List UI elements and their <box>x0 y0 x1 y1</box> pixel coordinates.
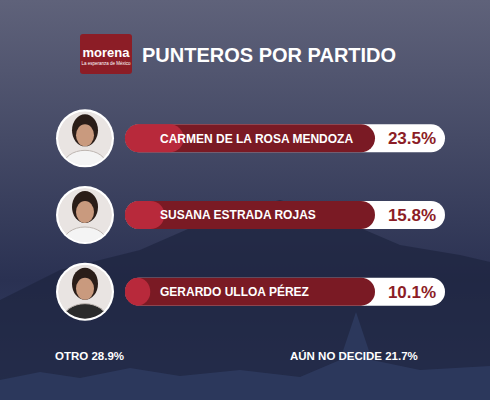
annotation: OTRO 28.9% <box>55 350 124 362</box>
track <box>125 278 445 306</box>
rows <box>56 109 445 335</box>
category-label: CARMEN DE LA ROSA MENDOZA <box>160 132 353 146</box>
logo: morenaLa esperanza de México <box>80 34 132 74</box>
data-label: 15.8% <box>388 206 436 225</box>
bar <box>125 201 165 229</box>
category-label: SUSANA ESTRADA ROJAS <box>160 208 316 222</box>
avatar <box>56 109 114 182</box>
avatar-body <box>63 227 107 259</box>
avatar <box>56 186 114 259</box>
row <box>56 109 445 182</box>
data-labels: 23.5% 15.8% 10.1% <box>388 129 436 301</box>
avatar-face <box>76 124 94 146</box>
row <box>56 186 445 259</box>
avatar-hair <box>72 191 98 223</box>
row <box>56 263 445 336</box>
data-label: 23.5% <box>388 129 436 148</box>
city-silhouette <box>0 312 490 400</box>
avatar-hair <box>72 114 98 146</box>
data-label: 10.1% <box>388 283 436 302</box>
avatar-body <box>63 150 107 182</box>
avatar-body <box>63 304 107 336</box>
avatar-face <box>76 201 94 223</box>
range-pill <box>125 124 375 152</box>
avatar <box>56 263 114 336</box>
logo-box <box>80 34 132 74</box>
chart: morenaLa esperanza de México PUNTEROS POR… <box>0 0 490 400</box>
category-label: GERARDO ULLOA PÉREZ <box>160 284 309 299</box>
mountain <box>0 200 490 400</box>
category-labels: CARMEN DE LA ROSA MENDOZA SUSANA ESTRADA … <box>160 132 353 299</box>
logo-text: morena <box>83 45 131 60</box>
track <box>125 124 445 152</box>
annotations: OTRO 28.9% AÚN NO DECIDE 21.7% <box>55 350 418 362</box>
title: PUNTEROS POR PARTIDO <box>142 44 396 66</box>
background <box>0 0 490 400</box>
annotation: AÚN NO DECIDE 21.7% <box>290 350 418 362</box>
avatar-face <box>76 278 94 300</box>
logo-tagline: La esperanza de México <box>81 61 131 66</box>
track <box>125 201 445 229</box>
bar <box>125 278 150 306</box>
avatar-hair <box>72 268 98 300</box>
range-pill <box>125 278 375 306</box>
range-pill <box>125 201 375 229</box>
